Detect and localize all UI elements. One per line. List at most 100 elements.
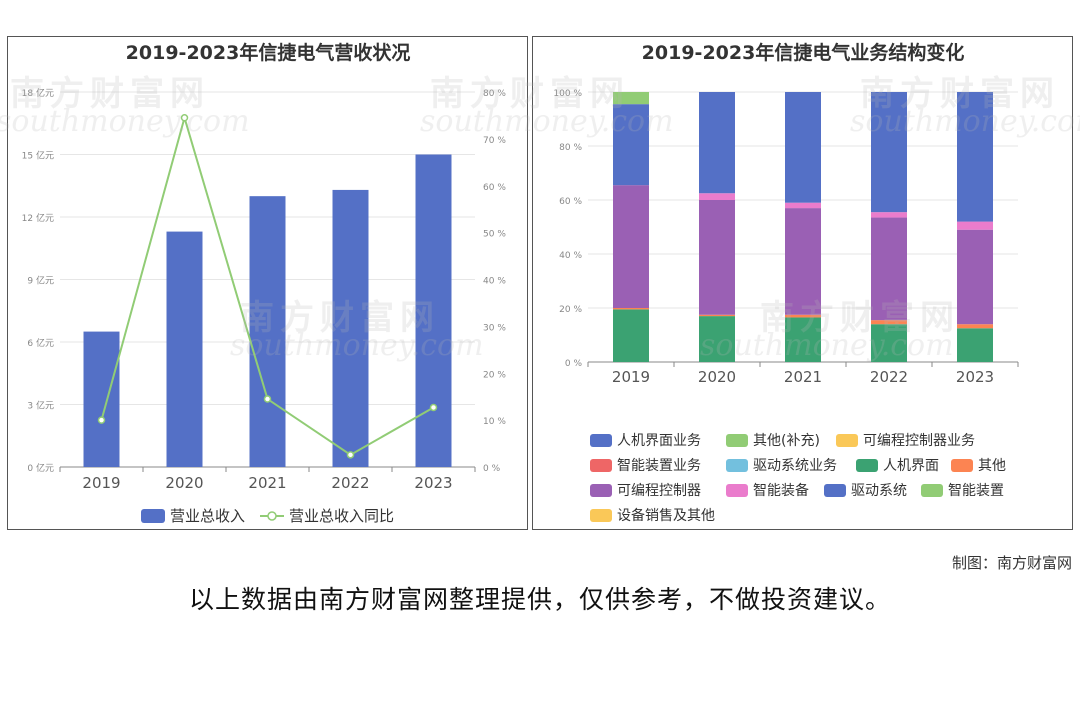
legend-swatch xyxy=(726,459,748,472)
y-right-tick-label: 40 % xyxy=(483,277,506,287)
bar-revenue xyxy=(249,196,286,467)
legend-label: 可编程控制器业务 xyxy=(863,433,975,449)
x-tick-label: 2019 xyxy=(612,368,650,386)
y-left-tick-label: 9 亿元 xyxy=(27,275,54,287)
chart-title: 2019-2023年信捷电气业务结构变化 xyxy=(642,41,965,64)
stacked-segment xyxy=(613,185,649,308)
stacked-segment xyxy=(785,202,821,209)
bar-revenue xyxy=(415,154,452,467)
x-tick-label: 2020 xyxy=(165,474,203,492)
stacked-segment xyxy=(957,221,993,230)
point-revenue-yoy xyxy=(429,403,438,412)
y-right-tick-label: 30 % xyxy=(483,323,506,333)
y-tick-label: 20 % xyxy=(559,305,582,315)
stacked-segment xyxy=(785,317,821,362)
legend-swatch xyxy=(590,434,612,447)
point-revenue-yoy xyxy=(97,416,106,424)
legend-label: 智能装置业务 xyxy=(617,458,701,474)
legend-label: 智能装备 xyxy=(753,482,809,499)
y-left-tick-label: 6 亿元 xyxy=(27,337,54,349)
y-left-tick-label: 0 亿元 xyxy=(27,462,54,474)
y-right-tick-label: 20 % xyxy=(483,370,506,380)
y-left-tick-label: 18 亿元 xyxy=(22,87,54,99)
x-tick-label: 2020 xyxy=(698,368,736,386)
x-tick-label: 2023 xyxy=(956,368,994,386)
y-right-tick-label: 10 % xyxy=(483,417,506,427)
legend-swatch xyxy=(590,484,612,497)
legend-swatch xyxy=(836,434,858,447)
stacked-segment xyxy=(871,92,907,213)
stacked-segment xyxy=(957,92,993,222)
legend-swatch xyxy=(726,484,748,497)
legend-label-revenue: 营业总收入 xyxy=(170,507,245,525)
disclaimer-footer: 以上数据由南方财富网整理提供，仅供参考，不做投资建议。 xyxy=(188,585,891,614)
legend-label: 驱动系统 xyxy=(851,483,907,499)
stacked-segment xyxy=(613,92,649,105)
y-tick-label: 80 % xyxy=(559,143,582,153)
chart-title: 2019-2023年信捷电气营收状况 xyxy=(126,41,411,64)
legend-swatch-revenue xyxy=(141,509,165,523)
point-revenue-yoy xyxy=(263,395,272,403)
legend-label: 人机界面 xyxy=(883,458,939,474)
legend-label: 可编程控制器 xyxy=(617,483,701,499)
y-tick-label: 0 % xyxy=(565,359,583,369)
y-right-tick-label: 60 % xyxy=(483,183,506,193)
legend-swatch xyxy=(590,509,612,522)
stacked-segment xyxy=(785,208,821,315)
revenue-chart: 2019-2023年信捷电气营收状况 0 亿元 3 亿元 6 亿元 9 亿元 12 亿元 1… xyxy=(22,41,507,525)
legend-label-yoy: 营业总收入同比 xyxy=(289,507,394,525)
legend-label: 设备销售及其他 xyxy=(617,507,715,524)
stacked-segment xyxy=(871,212,907,218)
stacked-segment xyxy=(613,309,649,362)
legend-label: 驱动系统业务 xyxy=(753,458,837,474)
legend-swatch xyxy=(824,484,846,497)
stacked-segment xyxy=(699,92,735,194)
bar-revenue xyxy=(332,189,369,467)
x-tick-label: 2021 xyxy=(248,474,286,492)
point-revenue-yoy xyxy=(180,114,189,122)
stacked-segment xyxy=(613,308,649,310)
y-left-tick-label: 3 亿元 xyxy=(27,400,54,412)
y-tick-label: 60 % xyxy=(559,197,582,207)
legend-swatch xyxy=(590,459,612,472)
x-tick-label: 2022 xyxy=(870,368,908,386)
stacked-segment xyxy=(871,217,907,321)
y-left-tick-label: 12 亿元 xyxy=(22,212,54,224)
chart-credit: 制图：南方财富网 xyxy=(951,554,1072,572)
stacked-segment xyxy=(957,324,993,329)
stacked-segment xyxy=(871,324,907,362)
bar-revenue xyxy=(83,331,120,467)
business-structure-chart-panel: 2019-2023年信捷电气业务结构变化 0 % 20 % 40 % 60 % 80 % 1… xyxy=(532,36,1073,530)
legend-swatch-yoy-marker xyxy=(267,511,277,521)
stacked-segment xyxy=(957,328,993,362)
legend-label: 其他 xyxy=(978,458,1006,474)
y-right-tick-label: 80 % xyxy=(483,89,506,99)
x-tick-label: 2022 xyxy=(331,474,369,492)
stacked-segment xyxy=(699,314,735,317)
stacked-segment xyxy=(699,316,735,362)
stacked-segment xyxy=(871,320,907,325)
bar-revenue xyxy=(166,231,203,467)
stacked-segment xyxy=(785,314,821,318)
x-tick-label: 2019 xyxy=(82,474,120,492)
legend-swatch xyxy=(726,434,748,447)
y-right-tick-label: 0 % xyxy=(483,464,501,474)
legend-label: 智能装置 xyxy=(948,483,1004,499)
stacked-segment xyxy=(785,92,821,203)
x-tick-label: 2023 xyxy=(414,474,452,492)
legend-swatch xyxy=(856,459,878,472)
business-structure-chart: 2019-2023年信捷电气业务结构变化 0 % 20 % 40 % 60 % 80 % 1… xyxy=(553,41,1019,524)
point-revenue-yoy xyxy=(346,451,355,459)
revenue-chart-panel: 2019-2023年信捷电气营收状况 0 亿元 3 亿元 6 亿元 9 亿元 12 亿元 1… xyxy=(7,36,528,530)
stacked-segment xyxy=(957,229,993,325)
y-right-tick-label: 50 % xyxy=(483,230,506,240)
x-tick-label: 2021 xyxy=(784,368,822,386)
y-right-tick-label: 70 % xyxy=(483,136,506,146)
y-tick-label: 100 % xyxy=(553,89,582,99)
stacked-segment xyxy=(699,193,735,200)
y-tick-label: 40 % xyxy=(559,251,582,261)
legend-label: 其他(补充) xyxy=(753,433,820,449)
legend-label: 人机界面业务 xyxy=(617,433,701,449)
stacked-segment xyxy=(613,104,649,186)
y-left-tick-label: 15 亿元 xyxy=(22,150,54,162)
